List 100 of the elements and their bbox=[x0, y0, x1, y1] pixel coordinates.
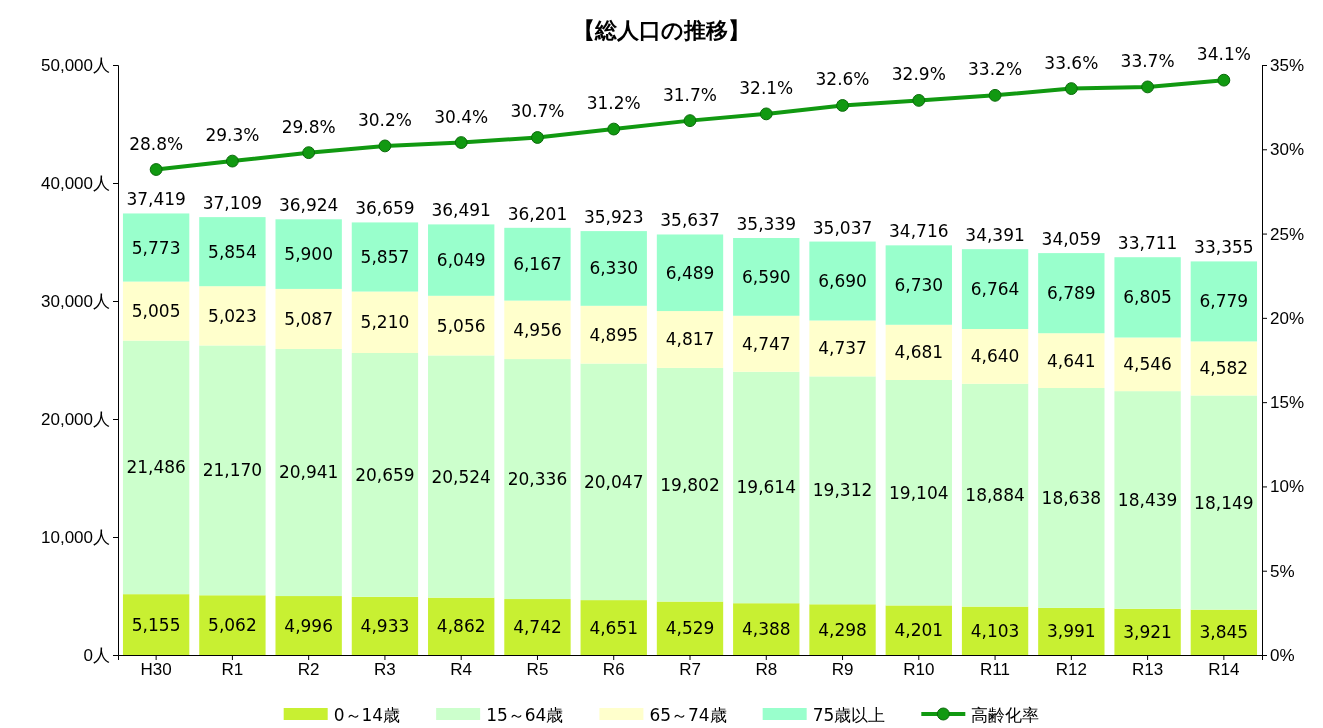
point bbox=[302, 146, 316, 160]
bar bbox=[504, 227, 571, 301]
total-label: 34,716 bbox=[889, 221, 949, 242]
y2-tick-label: 35% bbox=[1270, 55, 1305, 75]
data-label: 6,805 bbox=[1123, 287, 1172, 308]
bar bbox=[351, 222, 419, 292]
bar bbox=[275, 348, 342, 597]
data-label: 4,582 bbox=[1199, 358, 1249, 379]
bar bbox=[199, 595, 266, 655]
data-label: 3,991 bbox=[1047, 621, 1096, 642]
x-tick-label: H30 bbox=[140, 660, 172, 680]
bar bbox=[1190, 261, 1258, 342]
chart-title: 【総人口の推移】 bbox=[573, 18, 750, 43]
y2-tick-label: 0% bbox=[1270, 645, 1295, 665]
data-label: 4,388 bbox=[741, 619, 791, 640]
bar bbox=[428, 597, 495, 655]
data-label: 33.2% bbox=[968, 59, 1023, 80]
x-tick-label: R9 bbox=[831, 660, 854, 680]
bar bbox=[733, 603, 800, 655]
point bbox=[378, 139, 392, 153]
bar bbox=[275, 288, 342, 349]
data-label: 19,614 bbox=[736, 477, 797, 498]
data-label: 6,489 bbox=[665, 262, 715, 283]
data-label: 6,330 bbox=[589, 258, 639, 279]
data-label: 20,941 bbox=[278, 462, 339, 483]
total-label: 36,201 bbox=[507, 203, 568, 224]
bar bbox=[809, 376, 876, 605]
data-label: 4,681 bbox=[894, 342, 944, 363]
data-label: 5,854 bbox=[208, 241, 257, 262]
x-tick-label: R4 bbox=[450, 660, 473, 680]
x-tick-label: R14 bbox=[1208, 660, 1240, 680]
data-label: 28.8% bbox=[129, 133, 184, 154]
bar bbox=[809, 241, 876, 321]
data-label: 18,884 bbox=[965, 485, 1025, 506]
data-label: 31.7% bbox=[662, 84, 718, 105]
data-label: 4,651 bbox=[589, 617, 639, 638]
data-label: 4,546 bbox=[1123, 354, 1172, 375]
data-label: 18,439 bbox=[1117, 489, 1178, 510]
data-label: 29.3% bbox=[205, 125, 260, 146]
point bbox=[225, 154, 239, 168]
y-tick-label: 10,000人 bbox=[41, 527, 110, 547]
data-label: 4,895 bbox=[589, 324, 639, 345]
x-tick-label: R11 bbox=[980, 660, 1011, 680]
data-label: 30.7% bbox=[510, 101, 565, 122]
x-tick-label: R12 bbox=[1055, 660, 1087, 680]
bar bbox=[885, 380, 952, 606]
bar bbox=[733, 371, 800, 604]
data-label: 6,690 bbox=[818, 271, 867, 292]
data-label: 5,062 bbox=[208, 615, 257, 636]
x-tick-label: R5 bbox=[526, 660, 549, 680]
data-label: 5,023 bbox=[208, 305, 257, 326]
bar bbox=[656, 367, 724, 602]
bar bbox=[351, 596, 419, 655]
y-tick-label: 30,000人 bbox=[41, 291, 110, 311]
data-label: 5,005 bbox=[131, 301, 181, 322]
bar bbox=[122, 594, 190, 655]
data-label: 5,155 bbox=[131, 614, 181, 635]
data-label: 4,747 bbox=[741, 333, 791, 354]
data-label: 29.8% bbox=[281, 116, 336, 137]
bar bbox=[580, 600, 647, 655]
legend-label: 15～64歳 bbox=[486, 705, 564, 725]
y2-tick-label: 30% bbox=[1270, 140, 1305, 160]
bar bbox=[809, 604, 876, 655]
bar bbox=[656, 311, 724, 368]
y2-tick-label: 10% bbox=[1270, 477, 1305, 497]
x-tick-label: R13 bbox=[1132, 660, 1164, 680]
data-label: 18,638 bbox=[1041, 487, 1102, 508]
data-label: 5,900 bbox=[284, 244, 333, 265]
data-label: 31.2% bbox=[586, 93, 641, 114]
data-label: 34.1% bbox=[1196, 44, 1251, 65]
data-label: 30.2% bbox=[357, 109, 412, 130]
data-label: 4,640 bbox=[970, 346, 1020, 367]
total-label: 36,491 bbox=[431, 200, 491, 221]
x-tick-label: R10 bbox=[903, 660, 935, 680]
bar bbox=[656, 601, 724, 655]
data-label: 20,047 bbox=[583, 471, 644, 492]
data-label: 4,996 bbox=[284, 615, 333, 636]
x-tick-label: R1 bbox=[221, 660, 244, 680]
bar bbox=[1114, 608, 1181, 655]
bar bbox=[122, 213, 190, 282]
data-label: 4,201 bbox=[894, 620, 944, 641]
legend-label: 高齢化率 bbox=[971, 705, 1040, 725]
data-label: 33.6% bbox=[1044, 52, 1099, 73]
bar bbox=[885, 245, 952, 325]
y-tick-label: 0人 bbox=[83, 645, 110, 665]
bar bbox=[275, 219, 342, 289]
data-label: 32.6% bbox=[815, 69, 870, 90]
data-label: 19,312 bbox=[812, 480, 873, 501]
bar bbox=[1114, 257, 1181, 338]
data-label: 4,103 bbox=[970, 620, 1020, 641]
bar bbox=[1038, 253, 1105, 334]
legend-label: 75歳以上 bbox=[812, 705, 886, 725]
point bbox=[149, 163, 163, 176]
y2-tick-label: 25% bbox=[1270, 224, 1305, 244]
bar bbox=[733, 238, 800, 316]
bar bbox=[199, 345, 266, 596]
bar bbox=[428, 295, 495, 356]
data-label: 5,056 bbox=[436, 315, 486, 336]
bar bbox=[428, 224, 495, 296]
bar bbox=[1190, 341, 1258, 396]
